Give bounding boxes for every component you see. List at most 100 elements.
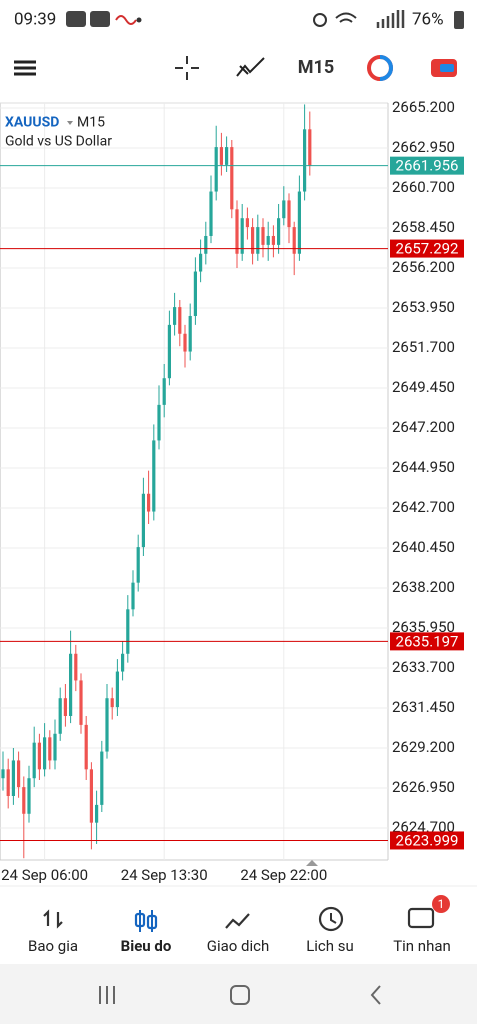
candle-body (240, 218, 244, 254)
chart-timeframe: M15 (77, 115, 105, 131)
candle-body (209, 191, 213, 236)
candle-body (43, 737, 47, 770)
nav-tab-label[interactable]: Tin nhan (393, 937, 451, 955)
candle-body (204, 235, 208, 254)
badge (432, 895, 450, 913)
home-button[interactable] (230, 985, 250, 1005)
candle-body (100, 751, 104, 805)
candle-body (199, 253, 203, 272)
price-line-label: 2657.292 (396, 240, 459, 258)
candle-body (271, 235, 275, 245)
candle-body (89, 769, 93, 823)
candle-body (235, 209, 239, 254)
candle-body (115, 671, 119, 708)
candle-body (303, 129, 307, 192)
candle-body (32, 742, 36, 779)
candle-body (214, 147, 218, 192)
messages-icon[interactable] (407, 907, 435, 929)
y-tick-label: 2660.700 (392, 178, 455, 196)
y-tick-label: 2647.200 (392, 418, 455, 436)
trade-icon[interactable] (225, 913, 250, 929)
y-tick-label: 2665.200 (392, 98, 455, 116)
candle-body (110, 698, 114, 708)
chart-description: Gold vs US Dollar (5, 134, 112, 150)
price-line-label: 2661.956 (396, 157, 459, 175)
y-tick-label: 2649.450 (392, 378, 455, 396)
nav-tab-label[interactable]: Giao dich (207, 937, 270, 955)
chart-tab-icon (146, 914, 158, 930)
status-icon (66, 11, 86, 27)
candle-body (183, 333, 187, 352)
candle-body (84, 724, 88, 770)
candle-body (167, 324, 171, 379)
candle-body (105, 698, 109, 752)
candle-body (136, 547, 140, 583)
quotes-icon[interactable] (43, 909, 63, 929)
price-line-label: 2635.197 (396, 632, 459, 650)
candle-body (48, 737, 52, 761)
y-tick-label: 2658.450 (392, 218, 455, 236)
candle-body (251, 227, 255, 254)
candle-body (126, 609, 130, 654)
symbol-dropdown[interactable] (67, 121, 73, 125)
candle-body (173, 307, 177, 325)
menu-button[interactable] (14, 60, 36, 76)
candle-body (121, 653, 125, 672)
candle-body (297, 191, 301, 254)
y-tick-label: 2642.700 (392, 498, 455, 516)
history-icon[interactable] (318, 906, 344, 932)
x-tick-label: 24 Sep 13:30 (121, 866, 208, 884)
indicators-button[interactable] (236, 57, 265, 77)
y-tick-label: 2626.950 (392, 778, 455, 796)
candle-body (37, 742, 41, 770)
alarm-icon (313, 13, 327, 27)
candle-body (261, 227, 265, 245)
candle-body (147, 493, 151, 512)
y-tick-label: 2633.700 (392, 658, 455, 676)
candle-body (245, 218, 249, 228)
x-tick-label: 24 Sep 22:00 (240, 866, 327, 884)
candle-body (292, 227, 296, 254)
candle-body (95, 804, 99, 823)
chart-tab-icon[interactable] (134, 912, 146, 928)
badge-count: 1 (438, 897, 445, 911)
candle-body (266, 235, 270, 245)
nav-tab-label[interactable]: Bieu do (121, 937, 172, 955)
y-tick-label: 2651.700 (392, 338, 455, 356)
scroll-marker (306, 860, 318, 866)
status-dot (136, 17, 142, 23)
price-line-tag (390, 239, 464, 258)
candle-body (308, 129, 312, 166)
system-nav (0, 964, 477, 1024)
battery-level: 76% (412, 9, 444, 29)
candle-body (256, 227, 260, 254)
objects-button-half (379, 55, 393, 81)
candle-body (131, 582, 135, 610)
price-line-label: 2623.999 (396, 831, 459, 849)
chart-symbol[interactable]: XAUUSD (5, 115, 59, 131)
nav-tab-label[interactable]: Lich su (306, 937, 354, 955)
candle-body (193, 271, 197, 316)
y-tick-label: 2640.450 (392, 538, 455, 556)
trade-button-inner (440, 64, 454, 72)
crosshair-button[interactable] (175, 56, 199, 80)
nav-tab-label[interactable]: Bao gia (28, 937, 78, 955)
tabs: Bao gia Bieu do Giao dich Lich su Tin nhan (28, 937, 451, 955)
candle-body (152, 440, 156, 512)
price-line-tag (390, 156, 464, 175)
y-tick-label: 2638.200 (392, 578, 455, 596)
y-tick-label: 2644.950 (392, 458, 455, 476)
recents-button[interactable] (99, 986, 115, 1004)
y-tick-label: 2631.450 (392, 698, 455, 716)
timeframe-button[interactable]: M15 (298, 57, 334, 78)
battery-icon (454, 11, 464, 29)
back-button[interactable] (370, 985, 381, 1005)
x-tick-label: 24 Sep 06:00 (1, 866, 88, 884)
candle-body (277, 218, 281, 245)
axis: 2665.200 2662.950 2660.700 2658.450 2656.200… (1, 98, 464, 884)
y-tick-label: 2635.950 (392, 618, 455, 636)
candle-body (287, 200, 291, 228)
plot (0, 104, 388, 859)
